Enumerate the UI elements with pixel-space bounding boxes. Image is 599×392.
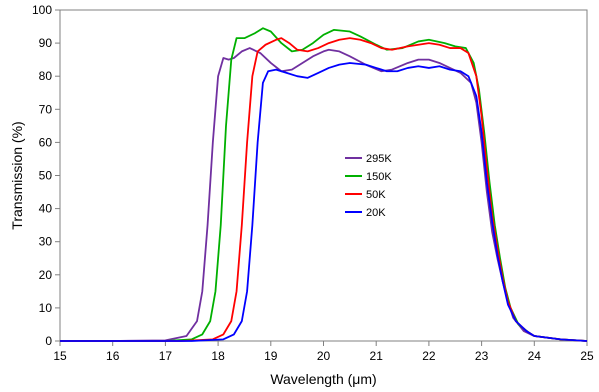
series-line-20k — [60, 62, 588, 342]
x-tick-label: 24 — [528, 349, 542, 363]
series-line-295k — [60, 47, 588, 342]
y-tick-label: 100 — [32, 3, 52, 17]
legend: 295K 150K 50K 20K — [345, 153, 392, 219]
y-tick-label: 60 — [39, 135, 53, 149]
x-tick-label: 16 — [106, 349, 120, 363]
legend-label-20k: 20K — [366, 207, 386, 219]
x-tick-label: 22 — [422, 349, 436, 363]
series-line-50k — [60, 37, 588, 342]
y-tick-label: 50 — [39, 169, 53, 183]
y-tick-label: 20 — [39, 268, 53, 282]
legend-label-150k: 150K — [366, 171, 392, 183]
y-tick-label: 30 — [39, 235, 53, 249]
x-axis-title: Wavelength (μm) — [270, 371, 376, 387]
legend-label-295k: 295K — [366, 153, 392, 165]
x-tick-label: 23 — [475, 349, 489, 363]
x-tick-label: 19 — [264, 349, 278, 363]
series-layer — [60, 27, 588, 342]
y-tick-label: 80 — [39, 69, 53, 83]
y-tick-label: 0 — [45, 334, 52, 348]
x-axis-ticks: 15 16 17 18 19 20 21 22 23 24 25 — [53, 341, 594, 363]
y-tick-label: 90 — [39, 36, 53, 50]
x-tick-label: 20 — [317, 349, 331, 363]
y-tick-label: 10 — [39, 301, 53, 315]
x-tick-label: 17 — [159, 349, 173, 363]
x-tick-label: 21 — [370, 349, 384, 363]
legend-label-50k: 50K — [366, 189, 386, 201]
plot-area — [59, 9, 588, 342]
x-tick-label: 18 — [211, 349, 225, 363]
x-tick-label: 15 — [53, 349, 67, 363]
y-axis-title: Transmission (%) — [9, 121, 25, 229]
y-tick-label: 70 — [39, 102, 53, 116]
y-axis-ticks: 0 10 20 30 40 50 60 70 80 90 100 — [32, 3, 60, 348]
y-tick-label: 40 — [39, 202, 53, 216]
x-tick-label: 25 — [580, 349, 594, 363]
